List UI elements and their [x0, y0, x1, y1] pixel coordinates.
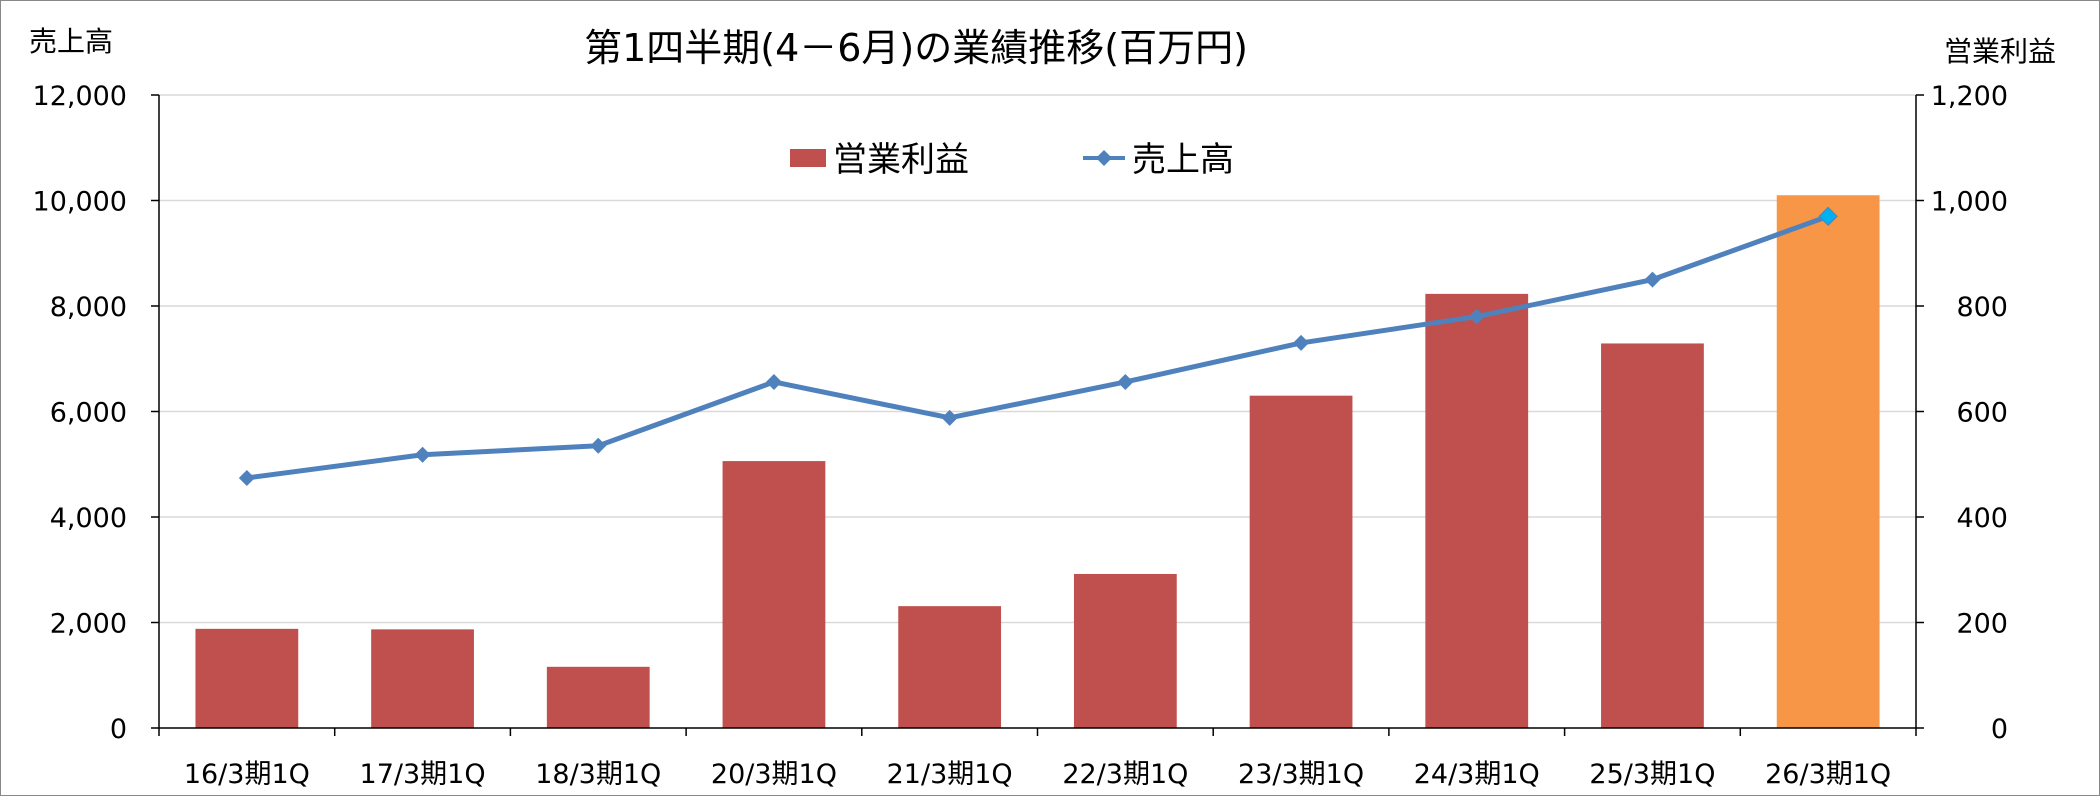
right-tick-label: 400 [1956, 503, 2008, 534]
line-point-marker [765, 373, 782, 390]
line-series [238, 206, 1838, 486]
left-tick-label: 0 [110, 714, 127, 745]
chart-title: 第1四半期(4－6月)の業績推移(百万円) [584, 26, 1248, 70]
bar [1249, 395, 1353, 728]
line-point-marker [1293, 334, 1310, 351]
bar [1776, 195, 1880, 729]
bar-series [195, 195, 1880, 729]
bar [722, 461, 826, 728]
left-tick-label: 12,000 [33, 81, 127, 112]
x-tick-label: 23/3期1Q [1238, 759, 1364, 790]
line-point-marker [590, 437, 607, 454]
x-tick-label: 26/3期1Q [1765, 759, 1891, 790]
bar [546, 666, 650, 728]
line-point-marker [1468, 308, 1485, 325]
x-tick-label: 25/3期1Q [1589, 759, 1715, 790]
left-axis-title: 売上高 [29, 25, 113, 58]
line-point-marker [1644, 271, 1661, 288]
right-tick-label: 800 [1956, 292, 2008, 323]
axes: 0 0 2,000 200 4,000 400 6,000 600 8,000 800 10,000… [33, 81, 2008, 790]
x-tick-label: 18/3期1Q [535, 759, 661, 790]
bar [1601, 343, 1704, 728]
bar [1073, 573, 1177, 728]
right-tick-label: 1,200 [1931, 81, 2008, 112]
x-tick-label: 24/3期1Q [1414, 759, 1540, 790]
x-tick-label: 16/3期1Q [184, 759, 310, 790]
left-tick-label: 8,000 [50, 292, 127, 323]
left-tick-label: 2,000 [50, 609, 127, 640]
right-tick-label: 0 [1991, 714, 2008, 745]
legend-label-bar: 営業利益 [833, 140, 969, 180]
legend-swatch-bar [790, 149, 826, 167]
bar [898, 606, 1002, 728]
line-point-marker [941, 409, 958, 426]
right-tick-label: 600 [1956, 398, 2008, 429]
line-point-marker [414, 446, 431, 463]
left-tick-label: 4,000 [50, 503, 127, 534]
left-tick-label: 6,000 [50, 398, 127, 429]
x-tick-label: 21/3期1Q [887, 759, 1013, 790]
line-point-marker [1818, 206, 1838, 227]
legend-marker-line [1096, 150, 1112, 166]
sales-line [246, 213, 1829, 481]
line-point-marker [1117, 373, 1134, 390]
legend-label-line: 売上高 [1132, 140, 1234, 180]
bar [195, 628, 299, 728]
x-tick-label: 22/3期1Q [1062, 759, 1188, 790]
line-point-marker [238, 469, 255, 486]
bar [1425, 293, 1529, 728]
legend: 営業利益 売上高 [790, 140, 1234, 180]
right-tick-label: 1,000 [1931, 187, 2008, 218]
x-tick-label: 20/3期1Q [711, 759, 837, 790]
x-tick-label: 17/3期1Q [360, 759, 486, 790]
bar [371, 629, 474, 728]
right-tick-label: 200 [1956, 609, 2008, 640]
left-tick-label: 10,000 [33, 187, 127, 218]
right-axis-title: 営業利益 [1944, 35, 2056, 68]
